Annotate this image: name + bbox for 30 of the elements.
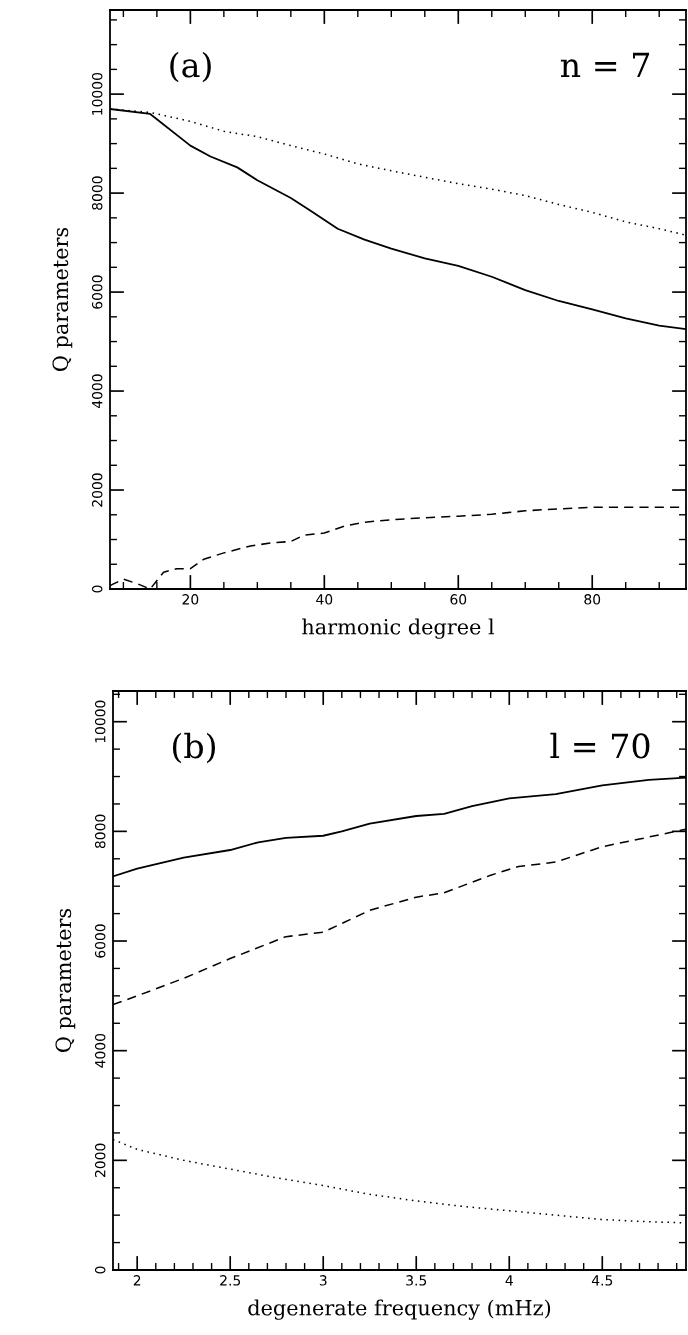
annotation: (a) <box>170 51 211 83</box>
x-tick-label: 4.5 <box>591 1275 613 1286</box>
y-tick-label: 4000 <box>91 374 103 409</box>
x-tick-label: 2 <box>133 1275 141 1286</box>
x-tick-label: 20 <box>182 594 199 605</box>
y-tick-label: 2000 <box>91 473 103 507</box>
y-tick-label: 6000 <box>91 275 103 309</box>
y-axis-title: Q parameters <box>55 908 76 1052</box>
x-tick-label: 3.5 <box>406 1275 427 1286</box>
annotation: (b) <box>172 732 216 764</box>
y-tick-label: 0 <box>94 1266 106 1274</box>
y-tick-label: 8000 <box>94 814 106 849</box>
x-tick-label: 40 <box>316 594 333 605</box>
annotation: n = 7 <box>560 52 650 78</box>
x-axis-title: harmonic degree l <box>302 618 495 639</box>
x-tick-label: 4 <box>505 1275 513 1286</box>
annotation: l = 70 <box>550 732 650 759</box>
y-tick-label: 4000 <box>94 1033 106 1068</box>
y-tick-label: 10000 <box>91 72 103 115</box>
x-tick-label: 80 <box>584 594 601 605</box>
y-tick-label: 0 <box>91 585 103 593</box>
x-tick-label: 3 <box>319 1275 327 1286</box>
y-tick-label: 6000 <box>94 924 106 958</box>
x-tick-label: 2.5 <box>220 1275 241 1286</box>
y-tick-label: 8000 <box>91 176 103 210</box>
x-axis-title: degenerate frequency (mHz) <box>248 1299 551 1320</box>
y-tick-label: 10000 <box>94 700 106 743</box>
x-tick-label: 60 <box>450 594 467 605</box>
y-axis-title: Q parameters <box>52 227 73 371</box>
y-tick-label: 2000 <box>94 1143 106 1177</box>
